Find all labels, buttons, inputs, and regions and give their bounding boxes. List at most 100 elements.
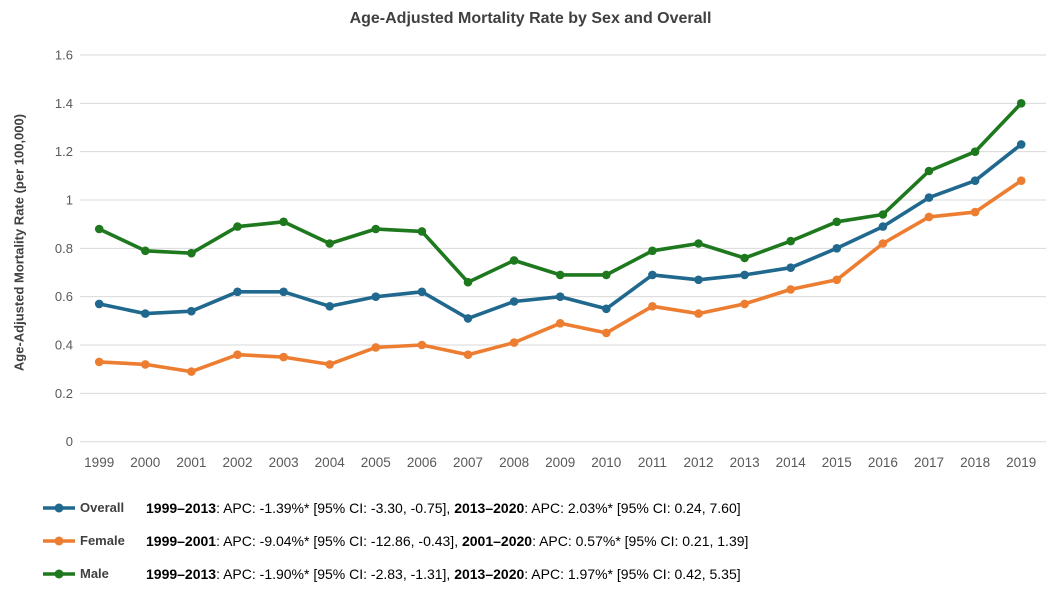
y-tick-label: 1.4 <box>55 96 73 111</box>
x-tick-label: 2005 <box>361 455 391 470</box>
x-tick-label: 2000 <box>130 455 160 470</box>
data-point-male-2008 <box>509 256 519 265</box>
data-point-overall-2004 <box>325 302 335 311</box>
data-point-overall-2014 <box>786 263 795 273</box>
x-tick-label: 2013 <box>730 455 760 470</box>
data-point-male-2002 <box>233 222 242 231</box>
y-tick-label: 0 <box>66 434 73 449</box>
data-point-male-2012 <box>694 239 703 248</box>
data-point-male-2004 <box>325 239 335 248</box>
y-tick-label: 1 <box>66 193 73 208</box>
data-point-female-2006 <box>417 340 427 350</box>
apc-annotation-overall: 1999–2013: APC: -1.39%* [95% CI: -3.30, … <box>146 500 741 516</box>
y-tick-label: 0.2 <box>55 386 73 401</box>
data-point-female-2017 <box>924 212 934 222</box>
data-point-female-2005 <box>371 343 381 352</box>
data-point-overall-1999 <box>94 299 104 309</box>
data-point-female-2016 <box>878 239 888 248</box>
data-point-male-2015 <box>832 217 842 227</box>
data-point-male-2001 <box>187 248 196 258</box>
x-tick-label: 2002 <box>222 455 252 470</box>
x-tick-label: 2016 <box>868 455 898 470</box>
data-point-male-2000 <box>141 246 150 256</box>
data-point-overall-2001 <box>187 306 196 316</box>
legend-row-female: Female 1999–2001: APC: -9.04%* [95% CI: -… <box>0 531 1061 551</box>
x-tick-label: 2012 <box>683 455 713 470</box>
x-tick-label: 2011 <box>638 455 667 470</box>
data-point-male-2016 <box>878 210 888 219</box>
data-point-overall-2000 <box>141 309 150 318</box>
data-point-female-2014 <box>786 285 795 294</box>
x-tick-label: 2017 <box>914 455 944 470</box>
data-point-overall-2017 <box>924 193 934 202</box>
x-tick-label: 2006 <box>407 455 437 470</box>
data-point-female-2019 <box>1016 176 1026 185</box>
apc-annotation-male: 1999–2013: APC: -1.90%* [95% CI: -2.83, … <box>146 566 741 582</box>
data-point-female-2015 <box>832 275 842 285</box>
data-point-female-2009 <box>555 319 565 328</box>
data-point-overall-2013 <box>740 270 749 280</box>
legend-label-overall: Overall <box>80 500 125 515</box>
data-point-female-2007 <box>463 350 473 360</box>
x-tick-label: 2001 <box>176 455 206 470</box>
legend-label-female: Female <box>80 533 125 548</box>
legend-row-male: Male 1999–2013: APC: -1.90%* [95% CI: -2.… <box>0 564 1061 584</box>
x-tick-label: 2015 <box>822 455 852 470</box>
y-tick-label: 0.4 <box>55 338 73 353</box>
chart-title: Age-Adjusted Mortality Rate by Sex and O… <box>349 10 712 27</box>
x-tick-label: 2003 <box>269 455 299 470</box>
data-point-overall-2012 <box>694 275 703 285</box>
data-point-overall-2010 <box>602 304 611 314</box>
data-point-male-2006 <box>417 227 427 236</box>
data-point-overall-2009 <box>555 292 565 302</box>
data-point-overall-2003 <box>279 287 288 297</box>
x-tick-label: 2004 <box>315 455 346 470</box>
data-point-overall-2011 <box>648 270 657 280</box>
data-point-female-2004 <box>325 360 335 369</box>
data-point-female-2001 <box>187 367 196 376</box>
y-tick-label: 0.8 <box>55 241 73 256</box>
data-point-male-2013 <box>740 253 749 263</box>
data-point-male-2011 <box>648 246 657 256</box>
data-point-male-2009 <box>555 270 565 280</box>
data-point-female-2011 <box>648 302 657 311</box>
data-point-male-2017 <box>924 166 934 176</box>
y-tick-label: 1.2 <box>55 144 73 159</box>
mortality-line-chart: 0 0.2 0.4 0.6 0.8 1 1.2 1.4 1.6 1999 2000 2001 2002 2… <box>55 47 1046 470</box>
x-tick-label: 2014 <box>776 455 807 470</box>
series-line-male <box>97 101 1024 285</box>
data-point-male-2007 <box>463 277 473 287</box>
legend-row-overall: Overall 1999–2013: APC: -1.39%* [95% CI: … <box>0 498 1061 518</box>
data-point-male-2010 <box>602 270 611 280</box>
data-point-overall-2019 <box>1016 140 1026 149</box>
apc-annotation-female: 1999–2001: APC: -9.04%* [95% CI: -12.86,… <box>146 533 749 549</box>
data-point-overall-2016 <box>878 222 888 231</box>
data-point-female-2018 <box>970 207 980 217</box>
legend-swatch-overall-line-marker-icon <box>43 503 75 513</box>
data-point-male-2003 <box>279 217 288 227</box>
data-point-female-2013 <box>740 299 749 309</box>
y-tick-label: 0.6 <box>55 289 73 304</box>
data-point-male-2014 <box>786 236 795 246</box>
data-point-overall-2007 <box>463 314 473 323</box>
legend-swatch-female-line-marker-icon <box>43 536 75 546</box>
data-point-male-2005 <box>371 224 381 234</box>
data-point-male-1999 <box>94 224 104 234</box>
data-point-female-2000 <box>141 360 150 369</box>
data-point-female-2010 <box>602 328 611 338</box>
data-point-male-2018 <box>970 147 980 156</box>
data-point-overall-2018 <box>970 176 980 185</box>
legend-swatch-male-line-marker-icon <box>43 569 75 579</box>
x-tick-label: 2018 <box>960 455 990 470</box>
data-point-female-1999 <box>94 357 104 367</box>
data-point-female-2003 <box>279 352 288 362</box>
x-tick-label: 1999 <box>84 455 114 470</box>
x-tick-label: 2008 <box>499 455 529 470</box>
data-point-overall-2002 <box>233 287 242 297</box>
x-tick-label: 2010 <box>591 455 621 470</box>
legend-label-male: Male <box>80 566 109 581</box>
data-point-female-2008 <box>509 338 519 347</box>
x-tick-label: 2007 <box>453 455 483 470</box>
data-point-male-2019 <box>1016 99 1026 108</box>
